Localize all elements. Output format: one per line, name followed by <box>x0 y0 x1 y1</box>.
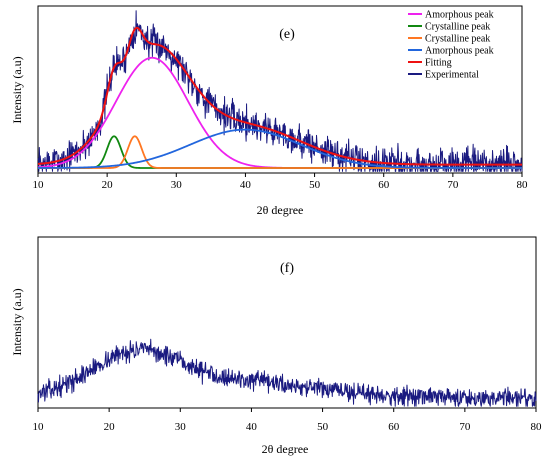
y-axis-title-e: Intensity (a.u) <box>10 56 24 123</box>
series-line-3 <box>37 128 523 169</box>
x-tick-label: 80 <box>531 421 543 433</box>
x-tick-label: 80 <box>517 179 529 191</box>
x-tick-label: 30 <box>175 421 187 433</box>
x-tick-label: 40 <box>246 421 258 433</box>
x-tick-label: 20 <box>102 179 114 191</box>
plot-frame-f <box>37 236 537 409</box>
legend-entry: Fitting <box>425 58 452 69</box>
x-tick-label: 50 <box>317 421 329 433</box>
series-group-e <box>37 10 523 172</box>
legend-entry: Experimental <box>425 70 479 81</box>
series-line-0 <box>37 338 537 407</box>
x-tick-label: 40 <box>240 179 252 191</box>
series-line-5 <box>37 10 523 172</box>
x-tick-label: 60 <box>388 421 400 433</box>
x-tick-label: 20 <box>104 421 116 433</box>
series-group-f <box>37 338 537 407</box>
x-tick-label: 30 <box>171 179 183 191</box>
y-axis-title-f: Intensity (a.u) <box>10 288 24 355</box>
chart-panel-f: 10 20 30 40 50 60 70 80 (f) 2θ degree Intensity… <box>10 236 543 456</box>
x-axis-title-e: 2θ degree <box>257 203 304 217</box>
x-tick-label: 10 <box>33 421 45 433</box>
x-ticks-e: 10 20 30 40 50 60 70 80 <box>33 173 529 191</box>
x-tick-label: 60 <box>378 179 390 191</box>
legend-entry: Amorphous peak <box>425 46 494 57</box>
panel-label-f: (f) <box>280 261 294 276</box>
x-tick-label: 70 <box>459 421 471 433</box>
chart-panel-e: 10 20 30 40 50 60 70 80 (e) 2θ degree Intensity… <box>10 5 529 217</box>
x-tick-label: 10 <box>33 179 45 191</box>
legend-entry: Amorphous peak <box>425 10 494 21</box>
legend-entry: Crystalline peak <box>425 22 490 33</box>
legend-entry: Crystalline peak <box>425 34 490 45</box>
series-line-4 <box>37 26 523 166</box>
x-ticks-f: 10 20 30 40 50 60 70 80 <box>33 408 543 433</box>
plot-frame-e <box>37 5 523 174</box>
x-tick-label: 50 <box>309 179 321 191</box>
panel-label-e: (e) <box>279 27 295 42</box>
x-axis-title-f: 2θ degree <box>262 442 309 456</box>
x-tick-label: 70 <box>447 179 459 191</box>
